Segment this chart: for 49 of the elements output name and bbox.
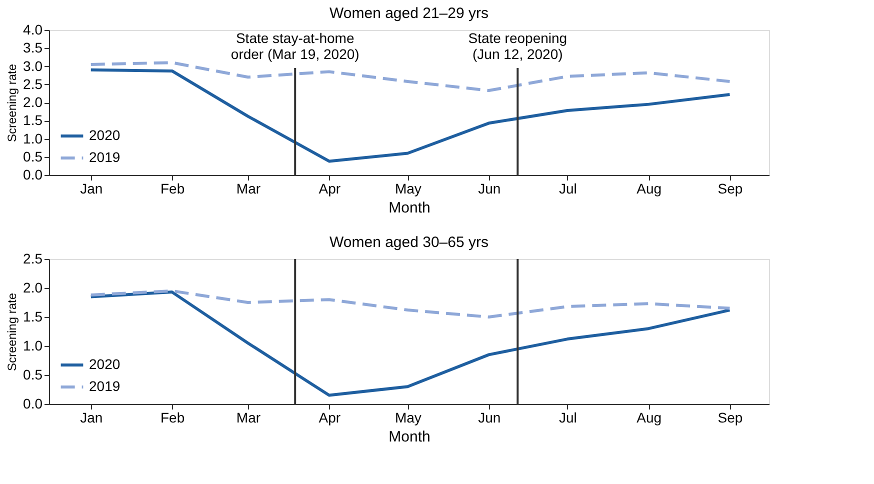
x-tick-label: Feb [160, 180, 185, 196]
y-tick-label: 0.0 [23, 166, 43, 182]
x-tick-label: Jul [558, 180, 577, 196]
ref-line-label: State reopening (Jun 12, 2020) [468, 30, 568, 62]
x-tick-label: Sep [718, 410, 743, 426]
x-tick-label: Jan [80, 410, 103, 426]
y-tick-label: 0.0 [23, 396, 43, 412]
y-tick-label: 1.0 [23, 338, 43, 354]
x-tick-label: Apr [318, 180, 341, 196]
x-tick-label: Apr [318, 410, 341, 426]
x-tick-label: Jun [478, 180, 501, 196]
x-tick-label: Aug [636, 180, 662, 196]
y-tick-label: 2.0 [23, 94, 43, 110]
y-tick-label: 1.5 [23, 112, 43, 128]
y-tick-label: 4.0 [23, 22, 43, 38]
x-tick-label: Mar [236, 180, 261, 196]
y-tick-label: 0.5 [23, 366, 43, 382]
y-tick-label: 2.0 [23, 280, 43, 296]
x-tick-label: Jan [80, 180, 103, 196]
y-tick-label: 3.0 [23, 58, 43, 74]
ref-line-label: State stay-at-home order (Mar 19, 2020) [230, 30, 360, 62]
x-tick-label: Aug [636, 410, 662, 426]
x-tick-label: May [394, 180, 422, 196]
y-tick-label: 3.5 [23, 40, 43, 56]
y-axis-title: Screening rate [5, 292, 20, 372]
x-tick-label: Jul [558, 410, 577, 426]
line-series [89, 289, 732, 318]
chart-title: Women aged 21–29 yrs [330, 5, 488, 22]
x-tick-label: Jun [478, 410, 501, 426]
x-axis-title: Month [388, 428, 430, 446]
chart-title: Women aged 30–65 yrs [330, 234, 488, 251]
x-tick-label: Mar [236, 410, 261, 426]
x-axis-title: Month [388, 200, 430, 216]
y-tick-label: 1.0 [23, 130, 43, 146]
y-tick-label: 1.5 [23, 308, 43, 324]
line-series [89, 68, 732, 163]
legend-label: 2019 [89, 149, 120, 165]
legend-label: 2019 [89, 378, 120, 394]
legend-label: 2020 [89, 356, 120, 372]
legend-label: 2020 [89, 127, 120, 143]
y-tick-label: 2.5 [23, 76, 43, 92]
line-series [89, 61, 732, 92]
y-axis-title: Screening rate [5, 64, 20, 142]
line-series [89, 290, 732, 397]
x-tick-label: Feb [160, 410, 185, 426]
x-tick-label: May [394, 410, 422, 426]
x-tick-label: Sep [718, 180, 743, 196]
y-tick-label: 2.5 [23, 250, 43, 266]
y-tick-label: 0.5 [23, 148, 43, 164]
